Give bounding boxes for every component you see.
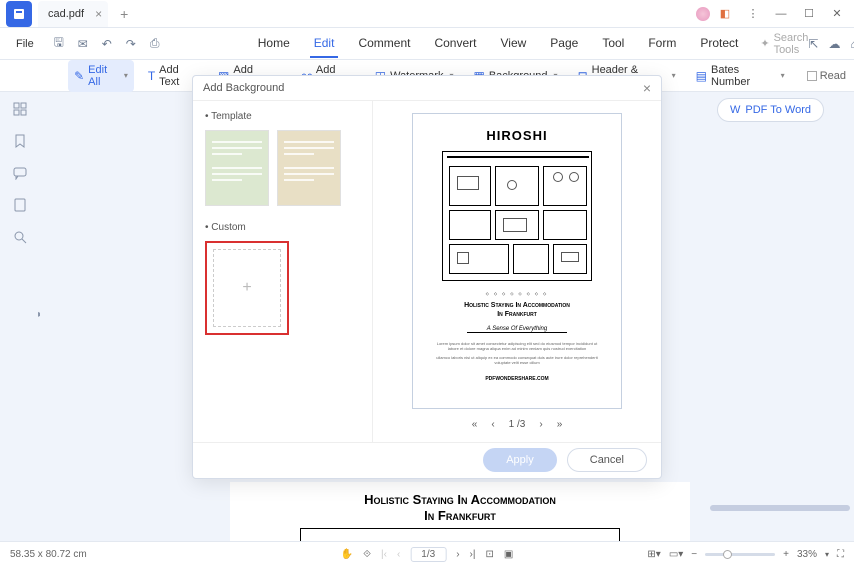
file-menu[interactable]: File [8,38,42,50]
minimize-button[interactable]: — [768,4,794,24]
redo-icon[interactable]: ↷ [122,35,140,53]
thumbnails-icon[interactable] [11,100,29,118]
first-page-icon[interactable]: |‹ [381,549,387,560]
close-window-button[interactable]: ✕ [824,4,850,24]
tab-form[interactable]: Form [644,30,680,58]
sparkle-icon: ✦ [760,37,769,50]
user-avatar-icon[interactable] [696,7,710,21]
dialog-title: Add Background [203,82,284,94]
select-tool-icon[interactable]: ⟐ [363,549,371,560]
plus-icon: + [242,279,251,297]
prev-page-button[interactable]: ‹ [491,419,494,430]
tab-convert[interactable]: Convert [430,30,480,58]
apply-button[interactable]: Apply [483,448,557,472]
display-mode-icon[interactable]: ▭▾ [669,549,683,560]
cancel-button[interactable]: Cancel [567,448,647,472]
share-icon[interactable]: ⇱ [808,37,818,51]
last-page-button[interactable]: » [557,419,563,430]
background-preview: HIROSHI [412,113,622,409]
template-option-2[interactable] [277,130,341,206]
tab-protect[interactable]: Protect [696,30,742,58]
tab-filename: cad.pdf [48,8,84,20]
custom-background-add[interactable]: + [205,241,289,335]
preview-title: HIROSHI [486,128,547,143]
edit-all-button[interactable]: ✎Edit All▾ [68,60,134,92]
chevron-down-icon: ▾ [124,71,128,80]
search-placeholder: Search Tools [774,32,809,56]
horizontal-scrollbar[interactable] [710,505,850,511]
number-icon: ▤ [696,69,707,83]
zoom-out-button[interactable]: − [691,549,697,560]
page-number-field[interactable]: 1/3 [410,547,446,562]
floorplan-image [442,151,592,281]
maximize-button[interactable]: ☐ [796,4,822,24]
fit-width-icon[interactable]: ⊡ [485,549,493,560]
page-dimensions: 58.35 x 80.72 cm [10,549,87,560]
zoom-slider[interactable] [705,553,775,556]
document-tab[interactable]: cad.pdf × [38,1,108,27]
dialog-close-button[interactable]: × [643,80,651,96]
page-indicator: 1 /3 [509,419,526,430]
read-checkbox[interactable]: Read [807,70,846,82]
more-icon[interactable]: ⋮ [740,4,766,24]
bookmark-icon[interactable] [11,132,29,150]
tab-page[interactable]: Page [546,30,582,58]
tab-tool[interactable]: Tool [598,30,628,58]
comment-icon[interactable] [11,164,29,182]
tab-comment[interactable]: Comment [354,30,414,58]
view-mode-icon[interactable]: ⊞▾ [647,549,660,560]
first-page-button[interactable]: « [472,419,478,430]
zoom-level[interactable]: 33% [797,549,817,560]
prev-page-icon[interactable]: ‹ [397,549,400,560]
word-icon: W [730,104,740,116]
zoom-in-button[interactable]: + [783,549,789,560]
tab-edit[interactable]: Edit [310,30,339,58]
next-page-button[interactable]: › [539,419,542,430]
search-tools[interactable]: ✦ Search Tools [760,32,808,56]
notification-icon[interactable]: ◧ [712,4,738,24]
tab-home[interactable]: Home [254,30,294,58]
next-page-icon[interactable]: › [456,549,459,560]
preview-pager: « ‹ 1 /3 › » [472,419,563,430]
main-tabs: Home Edit Comment Convert View Page Tool… [254,30,743,58]
home-icon[interactable]: ⌂ [850,37,854,51]
template-section-label: Template [205,111,360,122]
fit-page-icon[interactable]: ▣ [504,549,513,560]
page-preview-behind: Holistic Staying In AccommodationIn Fran… [230,482,690,542]
tab-view[interactable]: View [496,30,530,58]
new-tab-button[interactable]: + [114,6,134,22]
custom-section-label: Custom [205,222,360,233]
search-icon[interactable] [11,228,29,246]
print-icon[interactable]: ⎙ [146,35,164,53]
text-icon: T [148,69,155,83]
pencil-icon: ✎ [74,69,84,83]
app-icon [6,1,32,27]
bates-number-button[interactable]: ▤Bates Number▾ [690,60,791,92]
last-page-icon[interactable]: ›| [470,549,476,560]
save-icon[interactable]: 🖫 [50,35,68,53]
pdf-to-word-button[interactable]: WPDF To Word [717,98,824,122]
add-background-dialog: Add Background × Template Custom + HIROS… [192,75,662,479]
undo-icon[interactable]: ↶ [98,35,116,53]
cloud-icon[interactable]: ☁ [828,37,840,51]
checkbox-icon [807,71,817,81]
hand-tool-icon[interactable]: ✋ [341,549,353,560]
mail-icon[interactable]: ✉ [74,35,92,53]
template-option-1[interactable] [205,130,269,206]
attachment-icon[interactable] [11,196,29,214]
fullscreen-icon[interactable]: ⛶ [837,549,844,560]
close-tab-icon[interactable]: × [95,7,102,21]
